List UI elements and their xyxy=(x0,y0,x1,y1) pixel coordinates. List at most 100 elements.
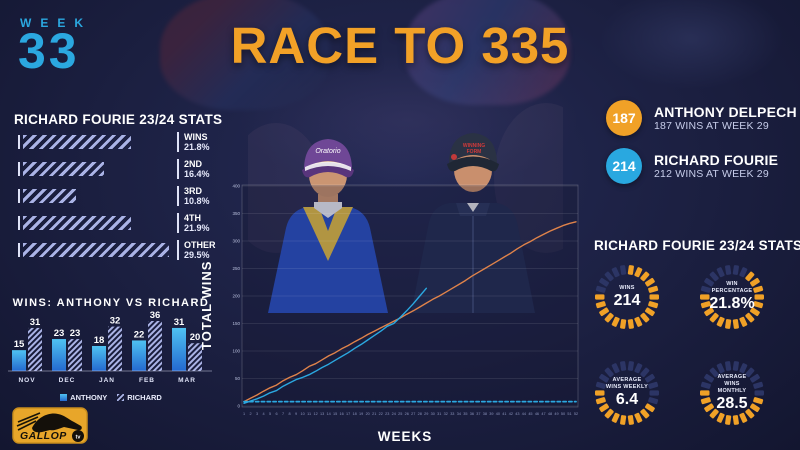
x-tick-label: 25 xyxy=(398,412,402,416)
y-tick-label: 150 xyxy=(232,321,240,326)
gauge-segment xyxy=(620,361,627,371)
svg-text:WINNING: WINNING xyxy=(463,143,485,149)
vs-bar-richard-feb xyxy=(148,321,162,371)
x-axis-label: WEEKS xyxy=(377,429,433,444)
gauge-segment xyxy=(644,277,655,287)
x-tick-label: 10 xyxy=(300,412,304,416)
gauge-segment xyxy=(709,367,719,378)
x-tick-label: 4 xyxy=(262,412,264,416)
stat-bar-track xyxy=(18,189,170,203)
cap-text-left: Oratorio xyxy=(315,148,340,155)
gauge-segment xyxy=(700,390,710,396)
stat-divider xyxy=(177,186,179,206)
x-tick-label: 20 xyxy=(366,412,370,416)
gauge-average-wins-weekly: AVERAGE WINS WEEKLY 6.4 xyxy=(588,354,666,432)
gauge-segment xyxy=(634,316,643,327)
gauge-segment xyxy=(749,373,760,383)
gauge-segment xyxy=(627,361,634,371)
stat-label: 2ND 16.4% xyxy=(184,159,210,180)
stat-bar xyxy=(23,216,131,230)
gauge-segment xyxy=(595,381,606,389)
stat-gauges: WINS 214 WIN PERCENTAGE 21.8% AVERAGE WINS W… xyxy=(588,258,771,432)
vs-bar-anthony-mar xyxy=(172,327,186,371)
anthony-sub: 187 WINS AT WEEK 29 xyxy=(654,120,769,133)
x-tick-label: 49 xyxy=(554,412,558,416)
gauge-segment xyxy=(599,277,610,287)
stat-bar xyxy=(23,162,104,176)
gauge-segment xyxy=(745,408,755,419)
x-tick-label: 9 xyxy=(295,412,297,416)
gauge-segment xyxy=(753,285,764,293)
gauge-segment xyxy=(749,403,760,413)
gauge-segment xyxy=(754,390,764,396)
x-tick-label: 24 xyxy=(392,412,396,416)
gauge-segment xyxy=(700,381,711,389)
stat-label: 4TH 21.9% xyxy=(184,213,210,234)
vs-bar-value: 32 xyxy=(110,316,121,327)
gauge-average-wins-monthly: AVERAGE WINS MONTHLY 28.5 xyxy=(693,354,771,432)
gauge-segment xyxy=(704,307,715,317)
x-tick-label: 43 xyxy=(515,412,519,416)
gauge-segment xyxy=(595,294,605,300)
gauge-segment xyxy=(704,373,715,383)
x-tick-label: 37 xyxy=(476,412,480,416)
vs-bar-richard-nov xyxy=(28,327,42,371)
richard-sub: 212 WINS AT WEEK 29 xyxy=(654,168,769,181)
left-stats-heading: RICHARD FOURIE 23/24 STATS xyxy=(14,112,223,127)
gauge-segment xyxy=(700,285,711,293)
fourie-pct-chart: WINS 21.8% 2ND 16.4% 3RD 10.8% 4TH 21.9% OTHER 29… xyxy=(14,130,219,265)
gauge-segment xyxy=(640,367,650,378)
vs-bar-value: 31 xyxy=(30,317,41,328)
x-tick-label: 36 xyxy=(470,412,474,416)
y-tick-label: 300 xyxy=(232,239,240,244)
y-tick-label: 400 xyxy=(232,184,240,189)
vs-month-label: FEB xyxy=(139,377,155,384)
y-tick-label: 250 xyxy=(232,266,240,271)
vs-month-label: DEC xyxy=(59,377,76,384)
anthony-name: ANTHONY DELPECH xyxy=(654,103,797,120)
x-tick-label: 8 xyxy=(289,412,291,416)
stat-bar-track xyxy=(18,243,170,257)
gauge-segment xyxy=(611,363,620,374)
gauge-segment xyxy=(725,319,732,329)
gauge-segment xyxy=(749,307,760,317)
vs-bar-value: 22 xyxy=(134,329,145,340)
gauge-segment xyxy=(611,316,620,327)
gauge-label: AVERAGE WINS WEEKLY xyxy=(605,377,649,391)
x-tick-label: 28 xyxy=(418,412,422,416)
gauge-segment xyxy=(604,367,614,378)
legend-richard: RICHARD xyxy=(117,393,162,402)
gauge-segment xyxy=(732,319,739,329)
svg-text:FORM: FORM xyxy=(467,149,482,155)
gauge-segment xyxy=(716,316,725,327)
y-tick-label: 350 xyxy=(232,211,240,216)
photo-backdrop xyxy=(235,50,580,190)
gauge-segment xyxy=(640,271,650,282)
gauge-segment xyxy=(611,412,620,423)
stat-row-3rd: 3RD 10.8% xyxy=(14,184,219,211)
stat-bar-track xyxy=(18,135,170,149)
gauge-segment xyxy=(745,367,755,378)
gauge-segment xyxy=(604,271,614,282)
series-anthony-delpech xyxy=(243,221,577,403)
x-tick-label: 32 xyxy=(444,412,448,416)
vs-bar-value: 20 xyxy=(190,332,201,343)
stat-pct: 21.8% xyxy=(184,142,210,153)
vs-month-label: NOV xyxy=(18,377,35,384)
gauge-segment xyxy=(700,397,711,405)
rider-anthony: 187 ANTHONY DELPECH 187 WINS AT WEEK 29 xyxy=(606,100,797,136)
gauge-segment xyxy=(599,403,610,413)
gauge-value: 21.8% xyxy=(709,295,755,313)
y-axis-label: TOTAL WINS xyxy=(199,260,214,350)
right-stats-heading: RICHARD FOURIE 23/24 STATS xyxy=(594,238,800,253)
x-tick-label: 3 xyxy=(256,412,258,416)
vs-bar-value: 15 xyxy=(14,339,25,350)
stat-divider xyxy=(177,240,179,260)
gauge-segment xyxy=(716,363,725,374)
x-tick-label: 41 xyxy=(502,412,506,416)
gauge-segment xyxy=(709,408,719,419)
gauge-segment xyxy=(620,415,627,425)
x-tick-label: 30 xyxy=(431,412,435,416)
gauge-segment xyxy=(595,397,606,405)
